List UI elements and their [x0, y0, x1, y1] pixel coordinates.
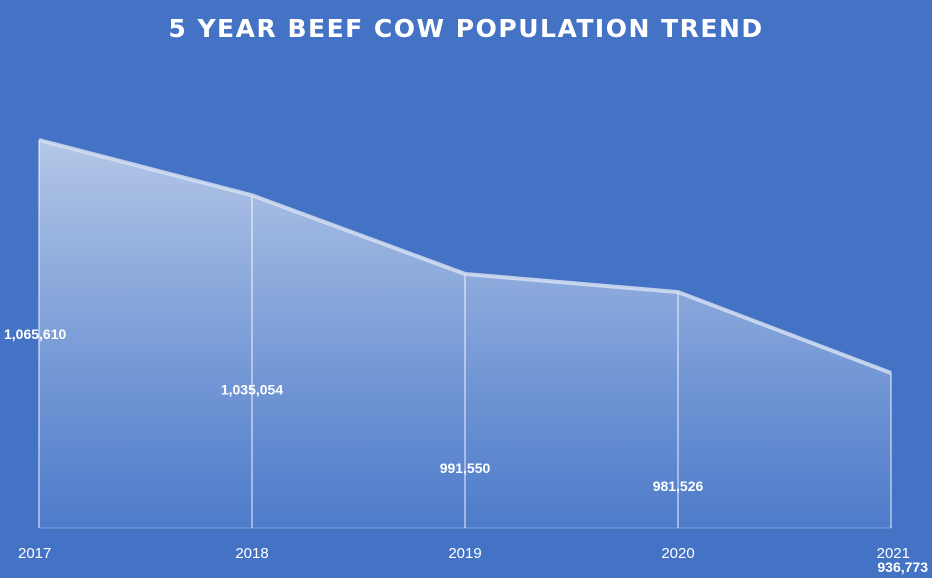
x-tick-label-2018: 2018	[235, 545, 268, 562]
chart-title: 5 YEAR BEEF COW POPULATION TREND	[168, 14, 764, 43]
x-tick-label-2019: 2019	[448, 545, 481, 562]
x-tick-label-2017: 2017	[18, 545, 51, 562]
data-label-2019: 991,550	[440, 460, 491, 476]
series-line	[38, 138, 892, 375]
data-label-2018: 1,035,054	[221, 381, 283, 397]
data-label-2021: 936,773	[877, 559, 928, 575]
x-tick-label-2020: 2020	[661, 545, 694, 562]
data-label-2020: 981,526	[653, 478, 704, 494]
data-label-2017: 1,065,610	[4, 326, 66, 342]
x-tick-label-2021: 2021	[877, 545, 910, 562]
